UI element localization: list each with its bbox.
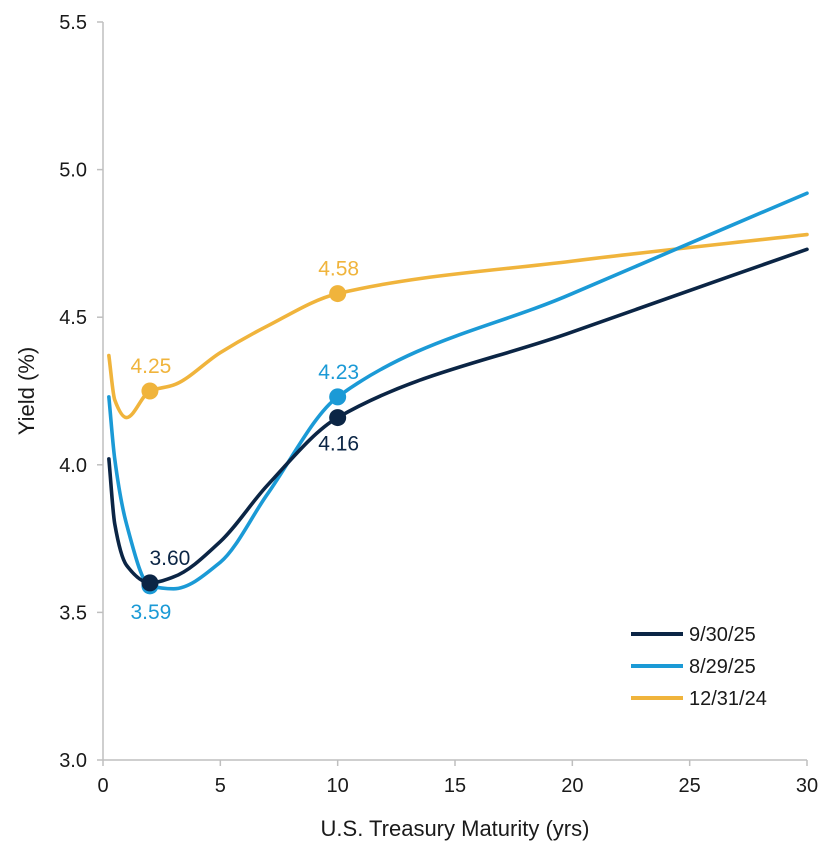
series-layer	[107, 191, 809, 591]
x-tick-label: 0	[97, 775, 108, 797]
data-point-12-31-24	[329, 285, 347, 303]
chart-axes: 3.0 3.5 4.0 4.5 5.0 5.5 0 5 10 15 20 25 30	[59, 12, 818, 797]
x-tick-label: 20	[561, 775, 583, 797]
y-tick-label: 3.0	[59, 750, 87, 772]
marker-layer: 4.25 4.58 3.59 4.23 3.60 4.16	[130, 258, 359, 624]
data-label-9-30-25: 4.16	[318, 433, 359, 456]
x-tick-label: 30	[796, 775, 818, 797]
data-label-8-29-25: 3.59	[130, 601, 171, 624]
y-tick-label: 4.5	[59, 307, 87, 329]
legend: 9/30/25 8/29/25 12/31/24	[631, 624, 767, 710]
y-axis-title: Yield (%)	[14, 347, 39, 435]
data-label-9-30-25: 3.60	[149, 547, 190, 570]
data-label-8-29-25: 4.23	[318, 361, 359, 384]
legend-label-12-31-24: 12/31/24	[689, 688, 767, 710]
x-tick-label: 10	[327, 775, 349, 797]
y-tick-label: 3.5	[59, 602, 87, 624]
x-tick-label: 5	[215, 775, 226, 797]
series-line-8-29-25	[107, 191, 809, 591]
data-point-12-31-24	[141, 382, 159, 400]
series-line-12-31-24	[107, 232, 809, 420]
x-tick-label: 15	[444, 775, 466, 797]
y-tick-label: 5.0	[59, 160, 87, 182]
x-axis-title: U.S. Treasury Maturity (yrs)	[321, 816, 590, 841]
data-point-9-30-25	[141, 574, 159, 592]
data-label-12-31-24: 4.58	[318, 258, 359, 281]
legend-label-8-29-25: 8/29/25	[689, 656, 756, 678]
y-tick-label: 4.0	[59, 455, 87, 477]
data-label-12-31-24: 4.25	[130, 355, 171, 378]
y-tick-label: 5.5	[59, 12, 87, 34]
x-tick-label: 25	[679, 775, 701, 797]
data-point-8-29-25	[329, 388, 347, 406]
series-line-9-30-25	[107, 247, 809, 585]
data-point-9-30-25	[329, 409, 347, 427]
legend-label-9-30-25: 9/30/25	[689, 624, 756, 646]
